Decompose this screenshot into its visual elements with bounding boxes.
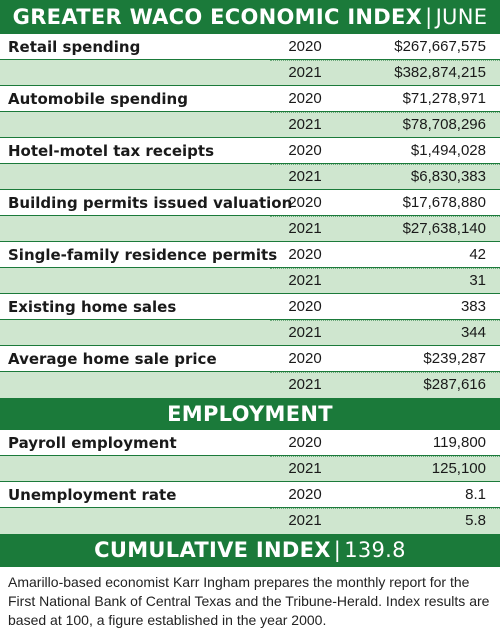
metric-label: Hotel-motel tax receipts [8,142,215,160]
metric-group: Hotel-motel tax receipts 2020 $1,494,028 20… [0,138,500,190]
metric-label: Automobile spending [8,90,188,108]
index-month: JUNE [435,5,488,29]
year-cell: 2021 [288,64,322,81]
row-divider [270,372,500,373]
value-cell: $1,494,028 [410,142,486,159]
table-row: 2021 $78,708,296 [0,112,500,138]
table-row: Automobile spending 2020 $71,278,971 [0,86,500,112]
employment-title: EMPLOYMENT [167,402,333,426]
value-cell: 119,800 [432,434,486,451]
economic-metrics-table: Retail spending 2020 $267,667,575 2021 $382,… [0,34,500,398]
value-cell: $27,638,140 [402,220,486,237]
metric-group: Automobile spending 2020 $71,278,971 2021 $7… [0,86,500,138]
table-row: Hotel-motel tax receipts 2020 $1,494,028 [0,138,500,164]
year-cell: 2020 [288,38,322,55]
table-row: 2021 $27,638,140 [0,216,500,242]
table-row: Retail spending 2020 $267,667,575 [0,34,500,60]
year-cell: 2020 [288,350,322,367]
table-row: 2021 $287,616 [0,372,500,398]
metric-label: Retail spending [8,38,141,56]
year-cell: 2021 [288,324,322,341]
metric-group: Retail spending 2020 $267,667,575 2021 $382,… [0,34,500,86]
metric-group: Existing home sales 2020 383 2021 344 [0,294,500,346]
year-cell: 2021 [288,116,322,133]
table-row: Payroll employment 2020 119,800 [0,430,500,456]
table-row: 2021 31 [0,268,500,294]
table-row: Unemployment rate 2020 8.1 [0,482,500,508]
metric-group: Payroll employment 2020 119,800 2021 125,100 [0,430,500,482]
value-cell: $6,830,383 [410,168,486,185]
title-banner: GREATER WACO ECONOMIC INDEX | JUNE [0,0,500,34]
table-row: Average home sale price 2020 $239,287 [0,346,500,372]
value-cell: $287,616 [423,376,486,393]
metric-group: Unemployment rate 2020 8.1 2021 5.8 [0,482,500,534]
row-divider [270,508,500,509]
value-cell: 344 [460,324,486,341]
row-divider [270,216,500,217]
metric-group: Average home sale price 2020 $239,287 2021 $… [0,346,500,398]
year-cell: 2021 [288,512,322,529]
title-separator: | [425,5,433,29]
value-cell: $71,278,971 [402,90,486,107]
cumulative-banner: CUMULATIVE INDEX | 139.8 [0,534,500,567]
year-cell: 2020 [288,486,322,503]
year-cell: 2021 [288,220,322,237]
year-cell: 2020 [288,434,322,451]
row-divider [270,60,500,61]
year-cell: 2021 [288,460,322,477]
cumulative-value: 139.8 [344,538,406,562]
year-cell: 2021 [288,272,322,289]
year-cell: 2020 [288,246,322,263]
metric-label: Unemployment rate [8,486,177,504]
value-cell: $267,667,575 [394,38,486,55]
year-cell: 2020 [288,298,322,315]
cumulative-title: CUMULATIVE INDEX [94,538,331,562]
table-row: 2021 125,100 [0,456,500,482]
value-cell: 31 [469,272,486,289]
metric-group: Building permits issued valuation 2020 $17… [0,190,500,242]
row-divider [270,268,500,269]
value-cell: $239,287 [423,350,486,367]
value-cell: 42 [469,246,486,263]
year-cell: 2020 [288,194,322,211]
value-cell: 125,100 [431,460,486,477]
table-row: Building permits issued valuation 2020 $17… [0,190,500,216]
year-cell: 2021 [288,168,322,185]
table-row: 2021 344 [0,320,500,346]
table-row: 2021 $382,874,215 [0,60,500,86]
metric-group: Single-family residence permits 2020 42 202… [0,242,500,294]
metric-label: Existing home sales [8,298,177,316]
table-row: 2021 5.8 [0,508,500,534]
employment-metrics-table: Payroll employment 2020 119,800 2021 125,100… [0,430,500,534]
year-cell: 2020 [288,142,322,159]
employment-banner: EMPLOYMENT [0,398,500,430]
value-cell: $78,708,296 [402,116,486,133]
row-divider [270,164,500,165]
metric-label: Payroll employment [8,434,177,452]
year-cell: 2021 [288,376,322,393]
value-cell: 383 [460,298,486,315]
footnote: Amarillo-based economist Karr Ingham pre… [8,574,490,628]
value-cell: 5.8 [465,512,486,529]
cumulative-separator: | [333,538,342,562]
value-cell: $382,874,215 [394,64,486,81]
table-row: 2021 $6,830,383 [0,164,500,190]
value-cell: $17,678,880 [402,194,486,211]
row-divider [270,112,500,113]
metric-label: Building permits issued valuation [8,194,293,212]
metric-label: Average home sale price [8,350,217,368]
value-cell: 8.1 [465,486,486,503]
row-divider [270,456,500,457]
index-title: GREATER WACO ECONOMIC INDEX [12,5,423,29]
row-divider [270,320,500,321]
year-cell: 2020 [288,90,322,107]
metric-label: Single-family residence permits [8,246,278,264]
table-row: Single-family residence permits 2020 42 [0,242,500,268]
table-row: Existing home sales 2020 383 [0,294,500,320]
